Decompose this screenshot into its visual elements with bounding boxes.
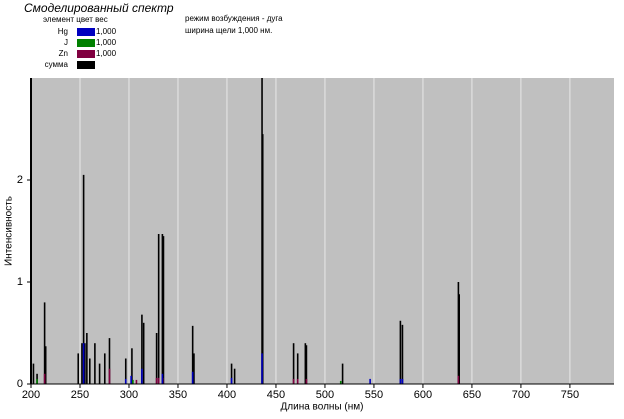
legend-name: Hg xyxy=(58,27,68,36)
x-tick-label: 250 xyxy=(71,389,89,401)
legend-weight: 1,000 xyxy=(96,27,117,36)
legend-swatch xyxy=(77,39,95,47)
legend-swatch xyxy=(77,28,95,36)
x-tick-label: 600 xyxy=(414,389,432,401)
x-tick-label: 350 xyxy=(169,389,187,401)
x-tick-label: 300 xyxy=(120,389,138,401)
x-tick-label: 400 xyxy=(218,389,236,401)
info-mode: режим возбуждения - дуга xyxy=(185,14,283,23)
x-tick-label: 500 xyxy=(316,389,334,401)
legend-name: сумма xyxy=(45,60,69,69)
x-tick-label: 450 xyxy=(267,389,285,401)
x-tick-label: 700 xyxy=(512,389,530,401)
y-tick-label: 1 xyxy=(17,276,23,288)
x-tick-label: 200 xyxy=(22,389,40,401)
legend-header: элемент цвет вес xyxy=(43,15,108,24)
legend-weight: 1,000 xyxy=(96,49,117,58)
x-axis-label: Длина волны (нм) xyxy=(281,402,364,413)
x-tick-label: 550 xyxy=(365,389,383,401)
legend-name: Zn xyxy=(59,49,68,58)
y-tick-label: 2 xyxy=(17,174,23,186)
info-slit: ширина щели 1,000 нм. xyxy=(185,26,272,35)
x-tick-label: 650 xyxy=(463,389,481,401)
y-axis-label: Интенсивность xyxy=(4,196,15,266)
plot-area xyxy=(31,78,614,384)
chart-title: Смоделированный спектр xyxy=(24,1,174,15)
legend-swatch xyxy=(77,50,95,58)
legend-swatch xyxy=(77,61,95,69)
y-tick-label: 0 xyxy=(17,378,23,390)
legend-weight: 1,000 xyxy=(96,38,117,47)
legend-name: J xyxy=(64,38,68,47)
x-tick-label: 750 xyxy=(561,389,579,401)
